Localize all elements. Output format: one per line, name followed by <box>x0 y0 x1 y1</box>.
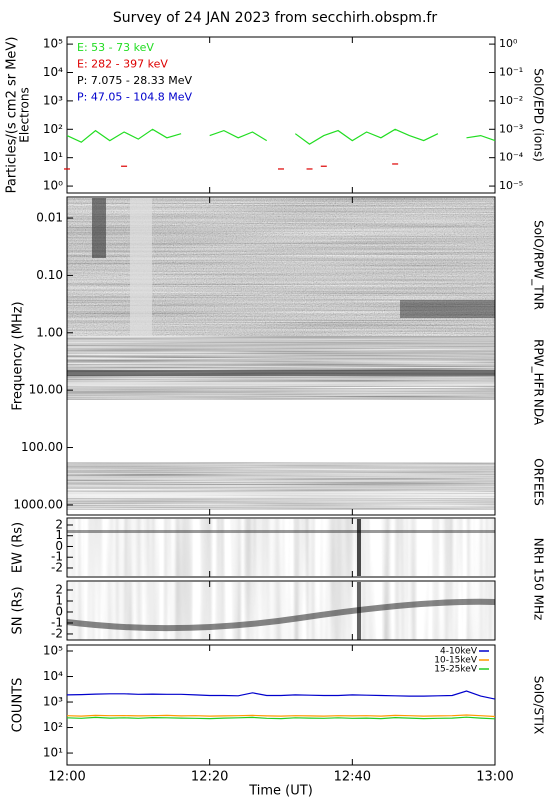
x-tick-label: 13:00 <box>476 770 513 785</box>
y-tick-label: 10⁴ <box>43 65 63 79</box>
legend-label: 4-10keV <box>440 647 478 657</box>
band-label: ORFEES <box>532 458 546 505</box>
legend-label: P: 7.075 - 28.33 MeV <box>77 74 193 87</box>
y-tick-label: 10¹ <box>43 150 63 164</box>
y-tick-label: 100.00 <box>21 440 63 454</box>
y-tick-label: 0 <box>55 604 63 618</box>
panel-frame <box>66 644 496 766</box>
y-tick-label: 10⁵ <box>43 37 63 51</box>
data-line <box>66 714 496 718</box>
y2-tick-label: 10⁻² <box>499 94 523 107</box>
legend-label: P: 47.05 - 104.8 MeV <box>77 91 193 104</box>
y-axis-label-2: Electrons <box>18 87 32 142</box>
side-label: SolO/STIX <box>532 676 546 735</box>
y-tick-label: -2 <box>51 626 63 640</box>
y-tick-label: 10² <box>43 720 63 734</box>
panel-frame <box>66 36 496 194</box>
y-axis-label: SN (Rs) <box>11 586 26 634</box>
data-line <box>66 128 496 145</box>
panel-frame <box>66 580 496 641</box>
data-line <box>66 716 496 720</box>
y-tick-label: 2 <box>55 517 63 531</box>
y2-tick-label: 10⁻⁴ <box>499 151 524 164</box>
y-tick-label: 10⁰ <box>43 179 63 193</box>
y-tick-label: 10⁵ <box>43 644 63 658</box>
legend-label: 15-25keV <box>434 665 478 675</box>
y-tick-label: 1.00 <box>36 325 63 339</box>
panel-frame <box>66 196 496 516</box>
y-axis-label: Frequency (MHz) <box>11 301 26 410</box>
legend-label: 10-15keV <box>434 656 478 666</box>
y-axis-label: EW (Rs) <box>11 522 26 573</box>
y-tick-label: 1000.00 <box>13 497 63 511</box>
x-axis-label: Time (UT) <box>248 784 313 799</box>
y-axis-label: Particles/(s cm2 sr MeV) <box>5 37 20 194</box>
y-tick-label: 2 <box>55 583 63 597</box>
y2-tick-label: 10⁰ <box>499 37 518 50</box>
y-tick-label: -2 <box>51 560 63 574</box>
y-tick-label: 10³ <box>43 695 63 709</box>
y-tick-label: 0.01 <box>36 211 63 225</box>
side-label: NRH 150 MHz <box>532 538 546 621</box>
legend-label: E: 282 - 397 keV <box>77 58 168 71</box>
y2-tick-label: 10⁻⁵ <box>499 179 523 192</box>
y2-tick-label: 10⁻³ <box>499 122 523 135</box>
y-tick-label: 1 <box>55 528 63 542</box>
band-label: NDA <box>532 399 546 426</box>
band-label: RPW_HFR <box>532 339 546 397</box>
legend-label: E: 53 - 73 keV <box>77 41 154 54</box>
x-tick-label: 12:00 <box>48 770 85 785</box>
y-tick-label: 10² <box>43 122 63 136</box>
y-tick-label: 10¹ <box>43 746 63 760</box>
x-tick-label: 12:40 <box>334 770 371 785</box>
y-tick-label: 10.00 <box>29 383 63 397</box>
band-label: SolO/RPW_TNR <box>532 220 546 310</box>
y-tick-label: -1 <box>51 615 63 629</box>
chart-title: Survey of 24 JAN 2023 from secchirh.obsp… <box>113 10 437 26</box>
x-tick-label: 12:20 <box>191 770 228 785</box>
y-tick-label: 10³ <box>43 93 63 107</box>
y-tick-label: -1 <box>51 550 63 564</box>
data-line <box>66 690 496 700</box>
y-tick-label: 0 <box>55 539 63 553</box>
y-axis-label: COUNTS <box>11 678 26 733</box>
y-tick-label: 10⁴ <box>43 669 63 683</box>
spectrogram-texture <box>66 198 496 640</box>
y2-axis-label: SolO/EPD (ions) <box>532 68 546 162</box>
y-tick-label: 0.10 <box>36 268 63 282</box>
y2-tick-label: 10⁻¹ <box>499 66 523 79</box>
panel-frame <box>66 517 496 578</box>
y-tick-label: 1 <box>55 593 63 607</box>
